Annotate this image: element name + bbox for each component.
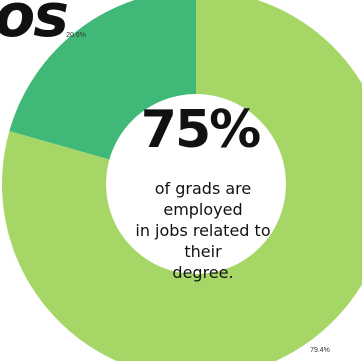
donut-hole [106, 94, 286, 274]
caption-line: of grads are employed [154, 179, 252, 219]
caption-line: degree. [172, 263, 234, 282]
slice-data-label: 20.6% [66, 32, 86, 39]
big-stat: 75% [140, 100, 261, 160]
stat-caption: of grads are employed in jobs related to… [118, 178, 288, 283]
slice-data-label: 79.4% [310, 347, 330, 354]
caption-line: in jobs related to their [135, 221, 271, 261]
heading-fragment: os [0, 0, 69, 51]
